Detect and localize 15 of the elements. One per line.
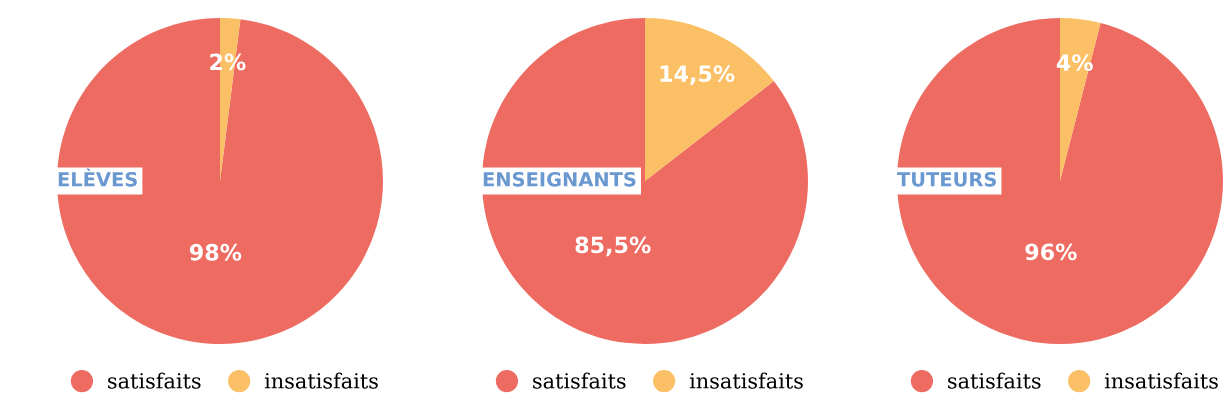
slice-label: satisfaits (533, 372, 626, 389)
data-label: 14,5% (660, 65, 735, 85)
text: ELÈVES (58, 168, 137, 187)
data-label: 85,5% (575, 236, 651, 257)
text: TUTEURS (897, 171, 996, 187)
text: ENSEIGNANTS (483, 171, 636, 187)
legend-label: insatisfaits (264, 372, 378, 389)
data-label: 2% (210, 53, 246, 71)
legend-label: insatisfaits (689, 372, 803, 389)
data-label: 4% (1056, 54, 1093, 72)
data-label: 96% (1025, 243, 1077, 261)
legend-label: satisfaits (108, 372, 201, 389)
slice-label: satisfaits (948, 372, 1041, 389)
legend-label: insatisfaits (1104, 372, 1218, 389)
data-label: 98% (189, 243, 242, 261)
